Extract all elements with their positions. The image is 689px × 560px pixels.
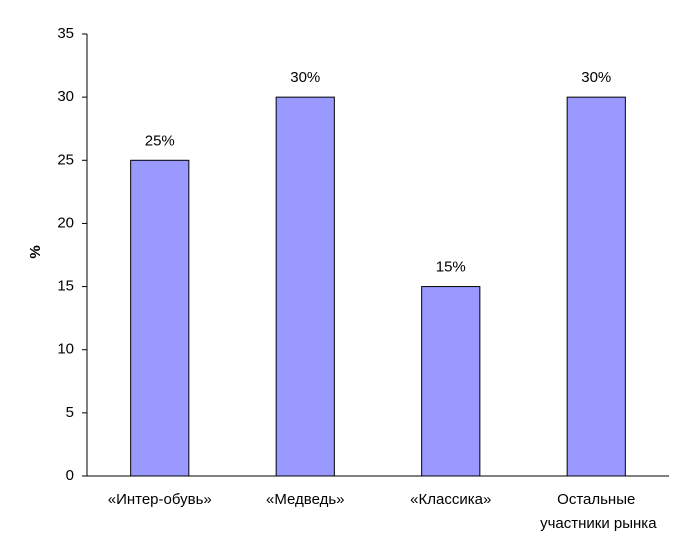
bar bbox=[275, 96, 335, 477]
y-tick-label: 5 bbox=[66, 404, 74, 421]
bar bbox=[421, 286, 481, 477]
value-label: 30% bbox=[581, 69, 611, 86]
x-tick-label: «Классика» bbox=[410, 491, 491, 508]
value-label: 15% bbox=[436, 259, 466, 276]
y-tick-label: 20 bbox=[57, 214, 74, 231]
x-tick-label: «Медведь» bbox=[266, 491, 345, 508]
value-label: 30% bbox=[290, 69, 320, 86]
y-axis-label: % bbox=[27, 245, 44, 258]
y-tick-label: 15 bbox=[57, 278, 74, 295]
y-tick-label: 35 bbox=[57, 25, 74, 42]
y-tick-label: 25 bbox=[57, 151, 74, 168]
x-tick-label: Остальные участники рынка bbox=[536, 491, 657, 532]
bar bbox=[566, 96, 626, 477]
y-tick-label: 30 bbox=[57, 88, 74, 105]
bar bbox=[130, 159, 190, 477]
y-tick-label: 10 bbox=[57, 341, 74, 358]
value-label: 25% bbox=[145, 132, 175, 149]
x-tick-label: «Интер-обувь» bbox=[108, 491, 212, 508]
y-tick-label: 0 bbox=[66, 467, 74, 484]
